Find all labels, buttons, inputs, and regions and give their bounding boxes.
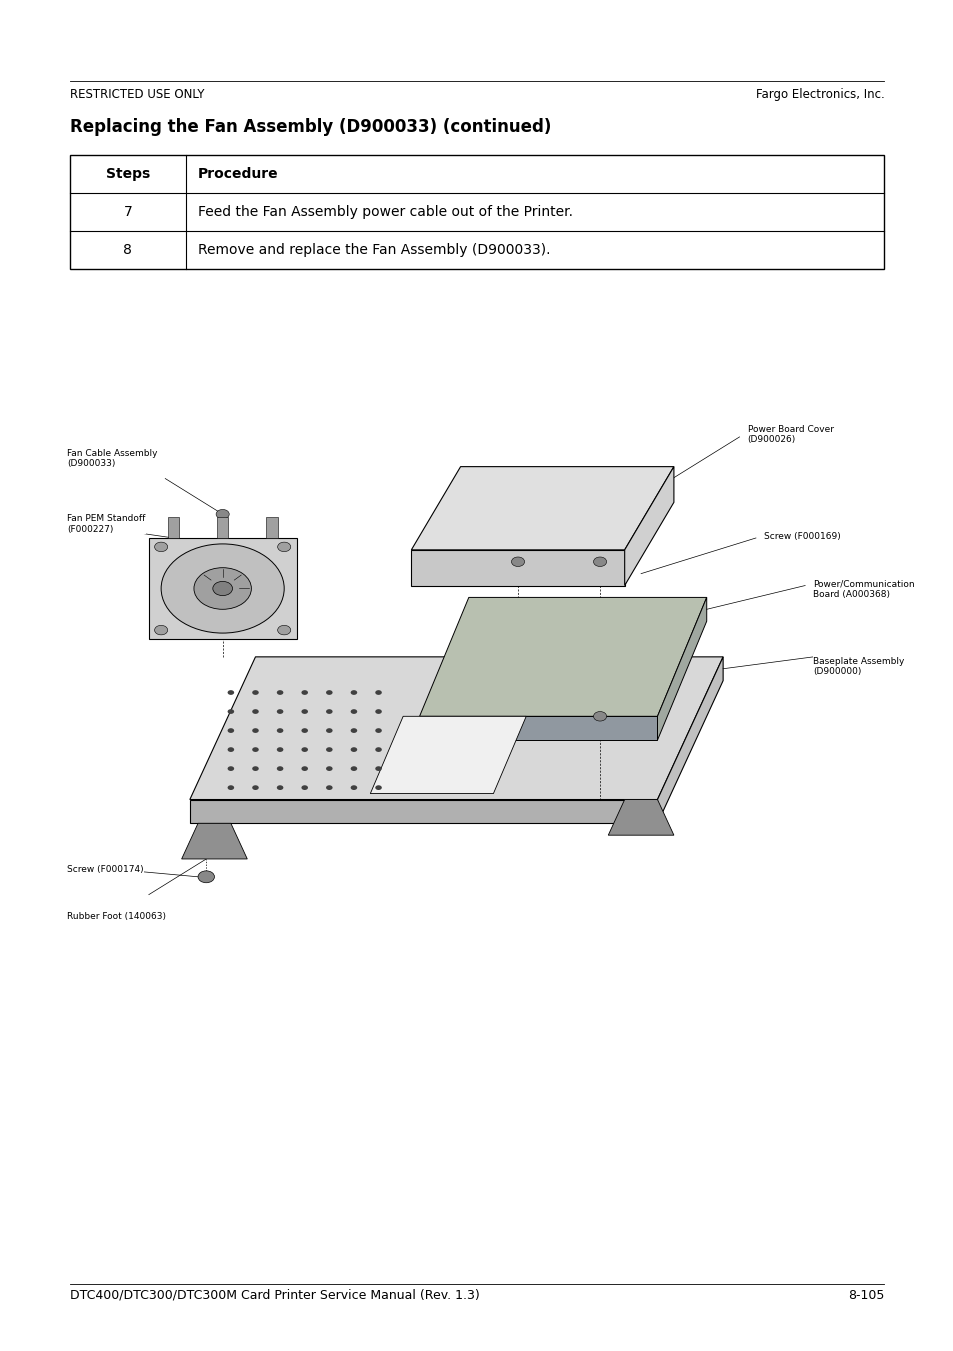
Circle shape [301,709,308,713]
Polygon shape [149,538,296,639]
Circle shape [351,785,356,790]
Circle shape [228,709,233,713]
Text: Replacing the Fan Assembly (D900033) (continued): Replacing the Fan Assembly (D900033) (co… [70,118,551,136]
Circle shape [228,766,233,771]
Circle shape [351,728,356,734]
Text: Power Board Cover
(D900026): Power Board Cover (D900026) [747,426,833,444]
Circle shape [375,728,381,734]
Polygon shape [624,466,673,585]
Circle shape [511,557,524,566]
Polygon shape [181,823,247,859]
Circle shape [351,766,356,771]
Polygon shape [657,657,722,823]
Circle shape [375,709,381,713]
Circle shape [161,544,284,634]
Text: Screw (F000169): Screw (F000169) [763,532,840,540]
Text: 8: 8 [123,243,132,257]
Circle shape [252,690,258,694]
Circle shape [375,747,381,753]
Circle shape [228,728,233,734]
Circle shape [301,785,308,790]
Circle shape [193,567,251,609]
Circle shape [375,785,381,790]
Polygon shape [190,657,722,800]
Polygon shape [419,716,657,740]
Circle shape [301,766,308,771]
Circle shape [276,690,283,694]
Circle shape [375,690,381,694]
Text: Fan PEM Standoff
(F000227): Fan PEM Standoff (F000227) [67,515,145,534]
Polygon shape [657,597,706,740]
Polygon shape [190,800,657,823]
Circle shape [326,747,333,753]
Circle shape [228,690,233,694]
Circle shape [326,690,333,694]
Text: Procedure: Procedure [198,168,278,181]
Bar [70,155,883,269]
Text: Screw (F000174): Screw (F000174) [67,865,143,874]
Circle shape [326,728,333,734]
Circle shape [351,747,356,753]
Polygon shape [411,466,673,550]
Circle shape [276,766,283,771]
Circle shape [351,690,356,694]
Circle shape [276,728,283,734]
Circle shape [252,766,258,771]
Text: Baseplate Assembly
(D900000): Baseplate Assembly (D900000) [813,657,903,677]
Circle shape [252,747,258,753]
Polygon shape [370,716,526,793]
Circle shape [277,542,291,551]
Circle shape [252,709,258,713]
Circle shape [154,542,168,551]
Circle shape [276,747,283,753]
Circle shape [213,581,233,596]
Text: RESTRICTED USE ONLY: RESTRICTED USE ONLY [70,88,204,101]
Circle shape [375,766,381,771]
Polygon shape [411,550,624,585]
Circle shape [228,785,233,790]
Circle shape [301,747,308,753]
Circle shape [252,728,258,734]
Text: DTC400/DTC300/DTC300M Card Printer Service Manual (Rev. 1.3): DTC400/DTC300/DTC300M Card Printer Servi… [70,1289,479,1302]
Circle shape [154,626,168,635]
Text: Steps: Steps [106,168,150,181]
Circle shape [228,747,233,753]
Text: Power/Communication
Board (A000368): Power/Communication Board (A000368) [813,580,914,598]
Circle shape [326,766,333,771]
Circle shape [198,871,214,882]
Text: Fargo Electronics, Inc.: Fargo Electronics, Inc. [755,88,883,101]
Bar [266,517,277,538]
Text: 7: 7 [123,205,132,219]
Circle shape [252,785,258,790]
Circle shape [351,709,356,713]
Text: 8-105: 8-105 [847,1289,883,1302]
Text: Rubber Foot (140063): Rubber Foot (140063) [67,912,166,921]
Circle shape [326,785,333,790]
Bar [168,517,179,538]
Circle shape [277,626,291,635]
Text: Feed the Fan Assembly power cable out of the Printer.: Feed the Fan Assembly power cable out of… [198,205,573,219]
Circle shape [326,709,333,713]
Circle shape [593,557,606,566]
Text: Remove and replace the Fan Assembly (D900033).: Remove and replace the Fan Assembly (D90… [198,243,550,257]
Text: Fan Cable Assembly
(D900033): Fan Cable Assembly (D900033) [67,449,157,469]
Bar [216,517,228,538]
Circle shape [216,509,229,519]
Circle shape [593,712,606,721]
Circle shape [301,690,308,694]
Circle shape [276,709,283,713]
Circle shape [276,785,283,790]
Circle shape [301,728,308,734]
Polygon shape [419,597,706,716]
Polygon shape [608,800,673,835]
